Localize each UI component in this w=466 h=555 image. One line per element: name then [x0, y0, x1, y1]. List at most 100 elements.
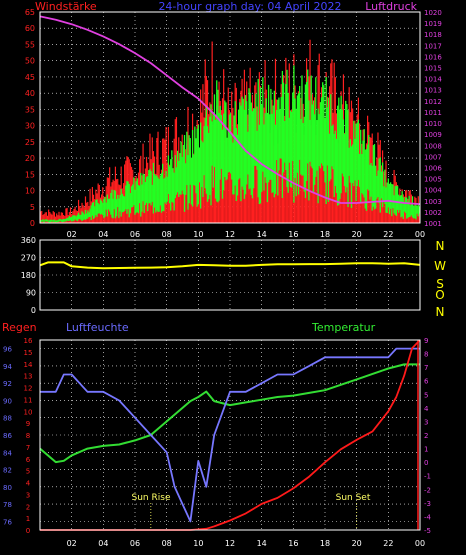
rain-tick-label: 11 — [24, 396, 33, 404]
wind-panel: Windstärke 24-hour graph day: 04 April 2… — [25, 0, 443, 239]
rain-tick-label: 13 — [24, 373, 33, 381]
temperature-tick-label: -2 — [424, 486, 431, 494]
climate-panel: Regen Luftfeuchte Temperatur 76788082848… — [2, 321, 432, 548]
temperature-tick-label: -4 — [424, 513, 432, 521]
pressure-line — [39, 15, 421, 205]
compass-label-n-top: N — [436, 239, 445, 253]
y2-tick-label: 1012 — [424, 98, 442, 106]
humidity-tick-label: 92 — [3, 380, 12, 388]
y-tick-label: 35 — [25, 105, 35, 114]
rain-tick-label: 0 — [26, 527, 30, 535]
temperature-tick-label: 0 — [424, 459, 428, 467]
y2-tick-label: 1010 — [424, 120, 442, 128]
y-tick-label: 40 — [25, 89, 35, 98]
y-tick-label: 5 — [30, 203, 35, 212]
compass-label-s: S — [436, 277, 444, 291]
x-tick-label: 20 — [352, 230, 362, 239]
y-tick-label: 20 — [25, 154, 35, 163]
temperature-tick-label: 2 — [424, 432, 428, 440]
x-tick-label: 04 — [98, 539, 108, 548]
temperature-tick-label: -5 — [424, 527, 431, 535]
humidity-tick-label: 80 — [3, 484, 12, 492]
y2-tick-label: 1007 — [424, 153, 442, 161]
y2-tick-label: 1015 — [424, 65, 442, 73]
x-tick-label: 10 — [193, 539, 203, 548]
x-tick-label: 22 — [383, 539, 393, 548]
y2-tick-label: 1013 — [424, 87, 442, 95]
y2-tick-label: 1003 — [424, 198, 442, 206]
compass-label-o: O — [435, 288, 444, 302]
y2-tick-label: 1018 — [424, 31, 442, 39]
compass-label-w: W — [434, 259, 446, 273]
x-tick-label: 08 — [162, 539, 172, 548]
y2-tick-label: 1002 — [424, 209, 442, 217]
x-tick-label: 14 — [257, 539, 267, 548]
rain-tick-label: 9 — [26, 420, 30, 428]
y-tick-label: 15 — [25, 170, 35, 179]
rain-tick-label: 2 — [26, 503, 30, 511]
rain-tick-label: 4 — [26, 480, 31, 488]
climate-frame — [39, 339, 421, 531]
y2-tick-label: 1020 — [424, 9, 442, 17]
y2-tick-label: 1017 — [424, 42, 442, 50]
x-tick-label: 02 — [67, 539, 77, 548]
climate-data — [39, 339, 421, 531]
sun-rise-label: Sun Rise — [132, 493, 171, 503]
temperature-label: Temperatur — [311, 321, 376, 334]
x-tick-label: 14 — [257, 230, 267, 239]
humidity-tick-label: 96 — [3, 346, 12, 354]
temperature-tick-label: 9 — [424, 337, 428, 345]
temperature-tick-label: -3 — [424, 500, 431, 508]
y2-tick-label: 1011 — [424, 109, 442, 117]
rain-tick-label: 14 — [24, 361, 33, 369]
x-tick-label: 08 — [162, 230, 172, 239]
x-tick-label: 18 — [320, 539, 330, 548]
x-tick-label: 06 — [130, 539, 140, 548]
rain-tick-label: 6 — [26, 456, 31, 464]
rain-line — [40, 339, 421, 531]
y2-tick-label: 1019 — [424, 20, 442, 28]
direction-grid — [40, 240, 420, 310]
wind-data — [39, 15, 421, 223]
sun-set-label: Sun Set — [336, 493, 371, 503]
humidity-label: Luftfeuchte — [66, 321, 129, 334]
x-tick-label: 18 — [320, 230, 330, 239]
x-tick-label: 00 — [415, 230, 425, 239]
humidity-tick-label: 78 — [3, 501, 12, 509]
y2-tick-label: 1014 — [424, 76, 442, 84]
rain-tick-label: 10 — [24, 408, 33, 416]
wind-title-left: Windstärke — [35, 0, 97, 13]
temperature-tick-label: 3 — [424, 418, 428, 426]
direction-axes: 0 90 180 270 360 — [21, 236, 36, 315]
rain-tick-label: 16 — [24, 337, 33, 345]
y2-tick-label: 1004 — [424, 187, 442, 195]
temperature-line — [39, 363, 420, 464]
y-tick-label: 0 — [30, 219, 35, 228]
humidity-tick-label: 88 — [3, 415, 12, 423]
y-tick-label: 65 — [25, 8, 35, 17]
y2-tick-label: 1016 — [424, 53, 442, 61]
x-tick-label: 00 — [415, 539, 425, 548]
humidity-tick-label: 86 — [3, 432, 12, 440]
rain-tick-label: 12 — [24, 385, 33, 393]
x-tick-label: 22 — [383, 230, 393, 239]
humidity-tick-label: 94 — [3, 363, 12, 371]
x-tick-label: 20 — [352, 539, 362, 548]
rain-tick-label: 7 — [26, 444, 30, 452]
rain-tick-label: 15 — [24, 349, 33, 357]
y-tick-label: 90 — [26, 289, 36, 298]
humidity-line — [40, 347, 420, 523]
wind-frame — [39, 11, 421, 224]
y-tick-label: 25 — [25, 138, 35, 147]
y-tick-label: 60 — [25, 24, 35, 33]
wind-title-center: 24-hour graph day: 04 April 2022 — [158, 0, 341, 13]
x-tick-label: 16 — [288, 230, 298, 239]
x-tick-label: 12 — [225, 539, 235, 548]
x-tick-label: 02 — [67, 230, 77, 239]
humidity-tick-label: 82 — [3, 467, 12, 475]
y-tick-label: 50 — [25, 57, 35, 66]
temperature-tick-label: 8 — [424, 351, 428, 359]
rain-label: Regen — [2, 321, 37, 334]
y2-tick-label: 1006 — [424, 164, 442, 172]
